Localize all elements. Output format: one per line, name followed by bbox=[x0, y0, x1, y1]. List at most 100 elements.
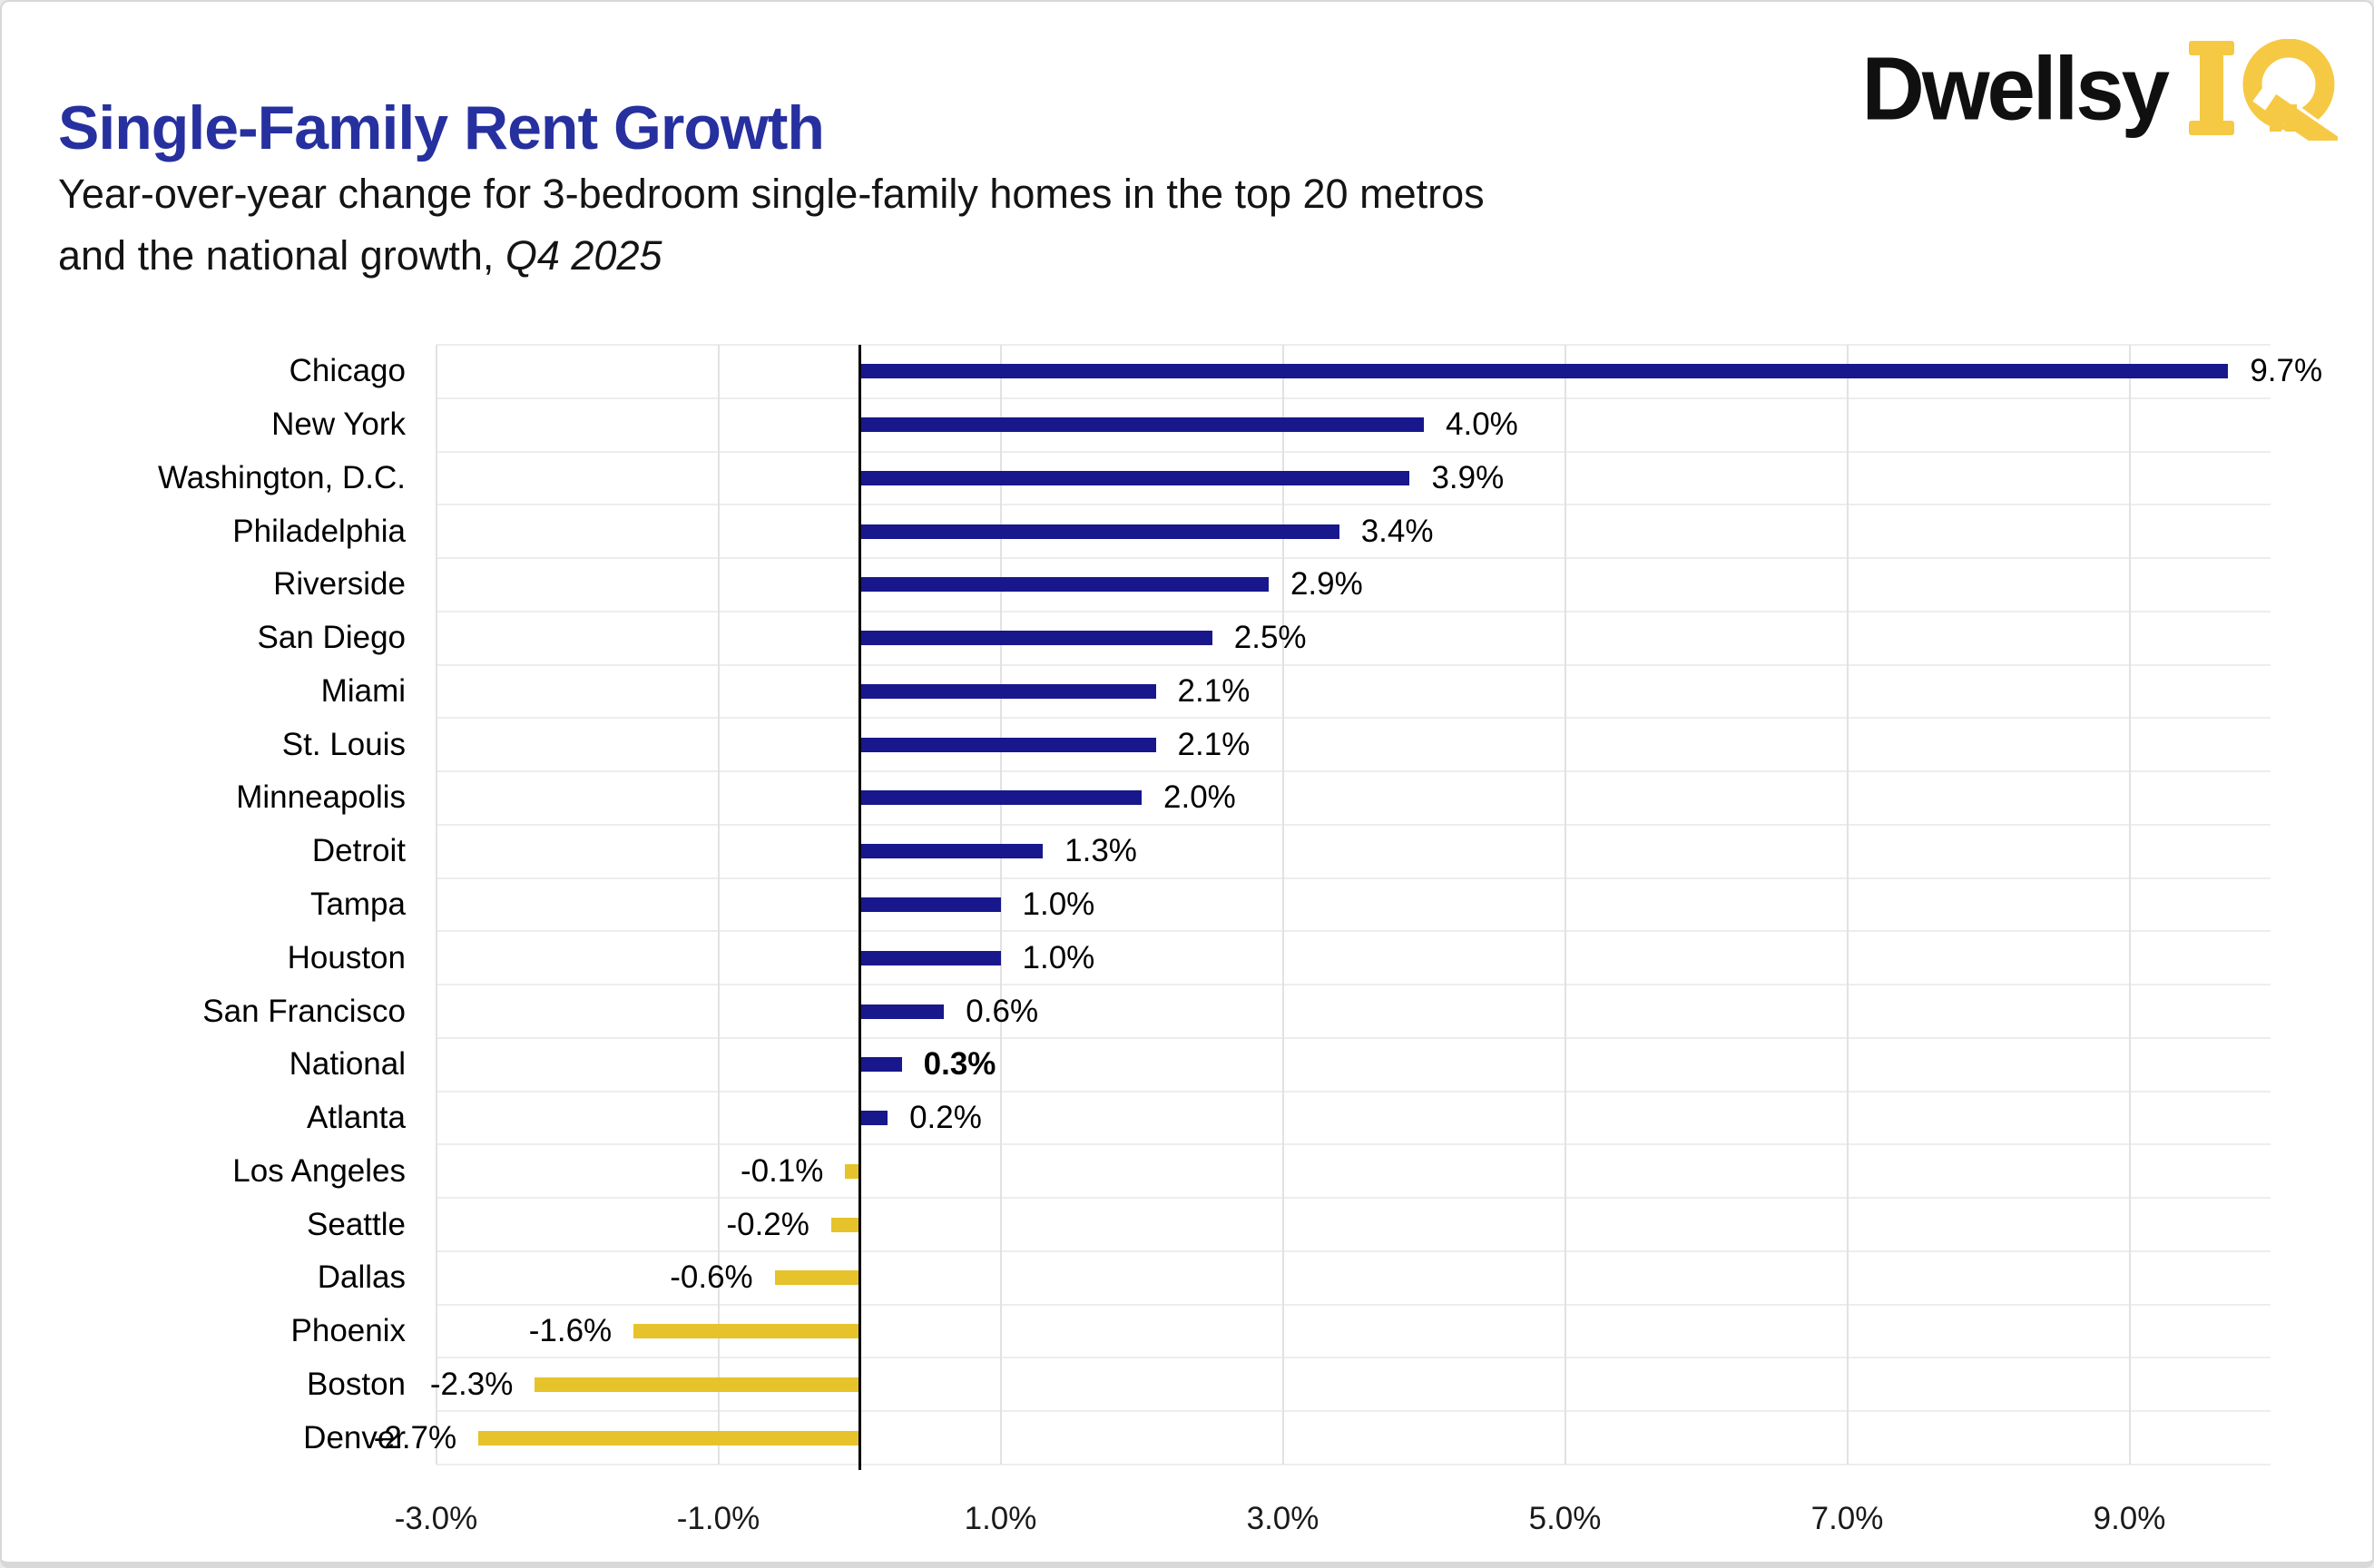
horizontal-gridline bbox=[436, 397, 2271, 399]
value-label: -0.2% bbox=[726, 1206, 809, 1242]
value-label: 1.0% bbox=[1022, 887, 1095, 922]
horizontal-gridline bbox=[436, 984, 2271, 986]
x-axis-tick-label: 7.0% bbox=[1810, 1501, 1884, 1536]
category-label: Washington, D.C. bbox=[158, 459, 406, 495]
bar-san-diego bbox=[859, 631, 1212, 646]
horizontal-gridline bbox=[436, 344, 2271, 346]
vertical-gridline bbox=[1846, 345, 1849, 1465]
bar-atlanta bbox=[859, 1111, 888, 1126]
category-label: Detroit bbox=[311, 833, 406, 869]
vertical-gridline bbox=[1281, 345, 1284, 1465]
bar-san-francisco bbox=[859, 1004, 945, 1019]
value-label: 0.2% bbox=[909, 1100, 982, 1136]
category-label: San Francisco bbox=[202, 993, 406, 1029]
category-label: Miami bbox=[320, 672, 406, 709]
value-label: 1.3% bbox=[1064, 833, 1137, 869]
bar-st-louis bbox=[859, 737, 1156, 752]
bar-national bbox=[859, 1057, 902, 1073]
horizontal-gridline bbox=[436, 1143, 2271, 1146]
category-label: National bbox=[289, 1046, 406, 1083]
category-label: Los Angeles bbox=[232, 1152, 406, 1189]
bar-washington-d-c- bbox=[859, 470, 1410, 485]
category-label: Houston bbox=[287, 939, 406, 975]
bar-los-angeles bbox=[845, 1163, 859, 1179]
horizontal-gridline bbox=[436, 610, 2271, 612]
value-label: -1.6% bbox=[528, 1313, 613, 1349]
bar-phoenix bbox=[633, 1324, 859, 1339]
value-label: 9.7% bbox=[2250, 353, 2323, 389]
horizontal-gridline bbox=[436, 504, 2271, 506]
horizontal-gridline bbox=[436, 770, 2271, 773]
value-label: -2.7% bbox=[373, 1419, 457, 1455]
category-label: Boston bbox=[307, 1366, 406, 1402]
category-label: Chicago bbox=[289, 353, 406, 389]
x-axis-tick-label: 3.0% bbox=[1246, 1501, 1319, 1536]
horizontal-gridline bbox=[436, 717, 2271, 720]
vertical-gridline bbox=[1564, 345, 1566, 1465]
value-label: 2.1% bbox=[1177, 672, 1251, 709]
dwellsy-iq-logo: Dwellsy bbox=[1861, 39, 2338, 141]
bar-minneapolis bbox=[859, 790, 1142, 806]
category-label: Minneapolis bbox=[236, 779, 406, 816]
x-axis-tick-label: -1.0% bbox=[676, 1501, 760, 1536]
category-label: New York bbox=[271, 407, 406, 443]
x-axis-tick-label: -3.0% bbox=[394, 1501, 478, 1536]
category-label: Dallas bbox=[317, 1259, 406, 1296]
bar-tampa bbox=[859, 897, 1001, 912]
category-label: Phoenix bbox=[290, 1313, 406, 1349]
vertical-gridline bbox=[717, 345, 720, 1465]
category-label: Atlanta bbox=[307, 1100, 406, 1136]
bar-boston bbox=[535, 1377, 859, 1392]
horizontal-gridline bbox=[436, 450, 2271, 453]
chart-subtitle: Year-over-year change for 3-bedroom sing… bbox=[58, 163, 1485, 287]
value-label: 2.5% bbox=[1233, 620, 1307, 656]
bar-philadelphia bbox=[859, 524, 1339, 539]
value-label: 3.4% bbox=[1360, 513, 1434, 549]
x-axis-tick-label: 9.0% bbox=[2093, 1501, 2166, 1536]
page-title: Single-Family Rent Growth bbox=[58, 93, 825, 162]
category-label: Riverside bbox=[273, 566, 406, 603]
zero-axis-line bbox=[858, 345, 861, 1470]
bar-houston bbox=[859, 950, 1001, 965]
category-label: Tampa bbox=[309, 887, 406, 922]
bar-denver bbox=[478, 1430, 859, 1446]
horizontal-gridline bbox=[436, 1303, 2271, 1306]
x-axis-tick-label: 5.0% bbox=[1528, 1501, 1602, 1536]
value-label: 2.9% bbox=[1290, 566, 1363, 603]
horizontal-gridline bbox=[436, 557, 2271, 560]
value-label: -0.1% bbox=[741, 1152, 824, 1189]
subtitle-period: Q4 2025 bbox=[505, 232, 662, 279]
iq-house-window-icon bbox=[2189, 39, 2338, 141]
category-label: Seattle bbox=[307, 1206, 406, 1242]
category-label: Philadelphia bbox=[232, 513, 406, 549]
value-label: 1.0% bbox=[1022, 939, 1095, 975]
value-label: 2.1% bbox=[1177, 726, 1251, 762]
subtitle-line2: and the national growth, bbox=[58, 232, 505, 279]
bar-riverside bbox=[859, 577, 1269, 593]
horizontal-gridline bbox=[436, 877, 2271, 879]
x-axis-tick-label: 1.0% bbox=[964, 1501, 1037, 1536]
vertical-gridline bbox=[2128, 345, 2131, 1465]
subtitle-line1: Year-over-year change for 3-bedroom sing… bbox=[58, 171, 1485, 217]
value-label: -2.3% bbox=[429, 1366, 514, 1402]
value-label: 3.9% bbox=[1431, 459, 1505, 495]
horizontal-gridline bbox=[436, 663, 2271, 666]
horizontal-gridline bbox=[436, 1197, 2271, 1200]
category-label: St. Louis bbox=[281, 726, 406, 762]
horizontal-gridline bbox=[436, 1036, 2271, 1039]
bar-detroit bbox=[859, 844, 1044, 859]
value-label: 2.0% bbox=[1163, 779, 1236, 816]
horizontal-gridline bbox=[436, 823, 2271, 826]
category-label: San Diego bbox=[257, 620, 406, 656]
category-label: Denver bbox=[303, 1419, 406, 1455]
horizontal-gridline bbox=[436, 1090, 2271, 1093]
vertical-gridline bbox=[999, 345, 1002, 1465]
horizontal-gridline bbox=[436, 1464, 2271, 1465]
horizontal-gridline bbox=[436, 1250, 2271, 1252]
bar-dallas bbox=[774, 1270, 859, 1286]
vertical-gridline bbox=[435, 345, 437, 1465]
bar-seattle bbox=[830, 1217, 859, 1232]
horizontal-gridline bbox=[436, 930, 2271, 933]
